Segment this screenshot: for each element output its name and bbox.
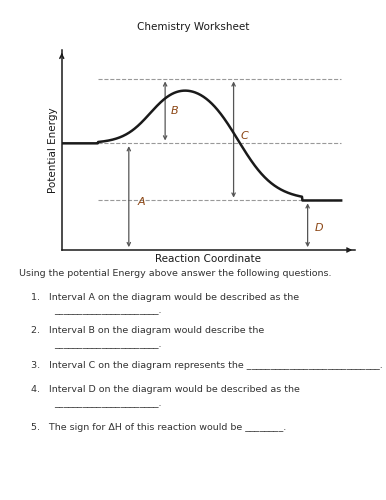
Text: D: D xyxy=(315,222,323,232)
Text: C: C xyxy=(240,130,248,140)
Text: 3.   Interval C on the diagram represents the ____________________________.: 3. Interval C on the diagram represents … xyxy=(31,361,383,370)
Y-axis label: Potential Energy: Potential Energy xyxy=(47,107,58,193)
Text: 2.   Interval B on the diagram would describe the: 2. Interval B on the diagram would descr… xyxy=(31,326,264,335)
Text: ______________________.: ______________________. xyxy=(54,306,161,315)
Text: 4.   Interval D on the diagram would be described as the: 4. Interval D on the diagram would be de… xyxy=(31,385,300,394)
Text: ______________________.: ______________________. xyxy=(54,399,161,408)
Text: A: A xyxy=(137,197,145,207)
Text: Chemistry Worksheet: Chemistry Worksheet xyxy=(137,22,249,32)
Text: 1.   Interval A on the diagram would be described as the: 1. Interval A on the diagram would be de… xyxy=(31,292,299,302)
Text: ______________________.: ______________________. xyxy=(54,340,161,349)
Text: B: B xyxy=(171,106,178,116)
Text: 5.   The sign for ΔH of this reaction would be ________.: 5. The sign for ΔH of this reaction woul… xyxy=(31,424,286,432)
X-axis label: Reaction Coordinate: Reaction Coordinate xyxy=(156,254,261,264)
Text: Using the potential Energy above answer the following questions.: Using the potential Energy above answer … xyxy=(19,269,332,278)
